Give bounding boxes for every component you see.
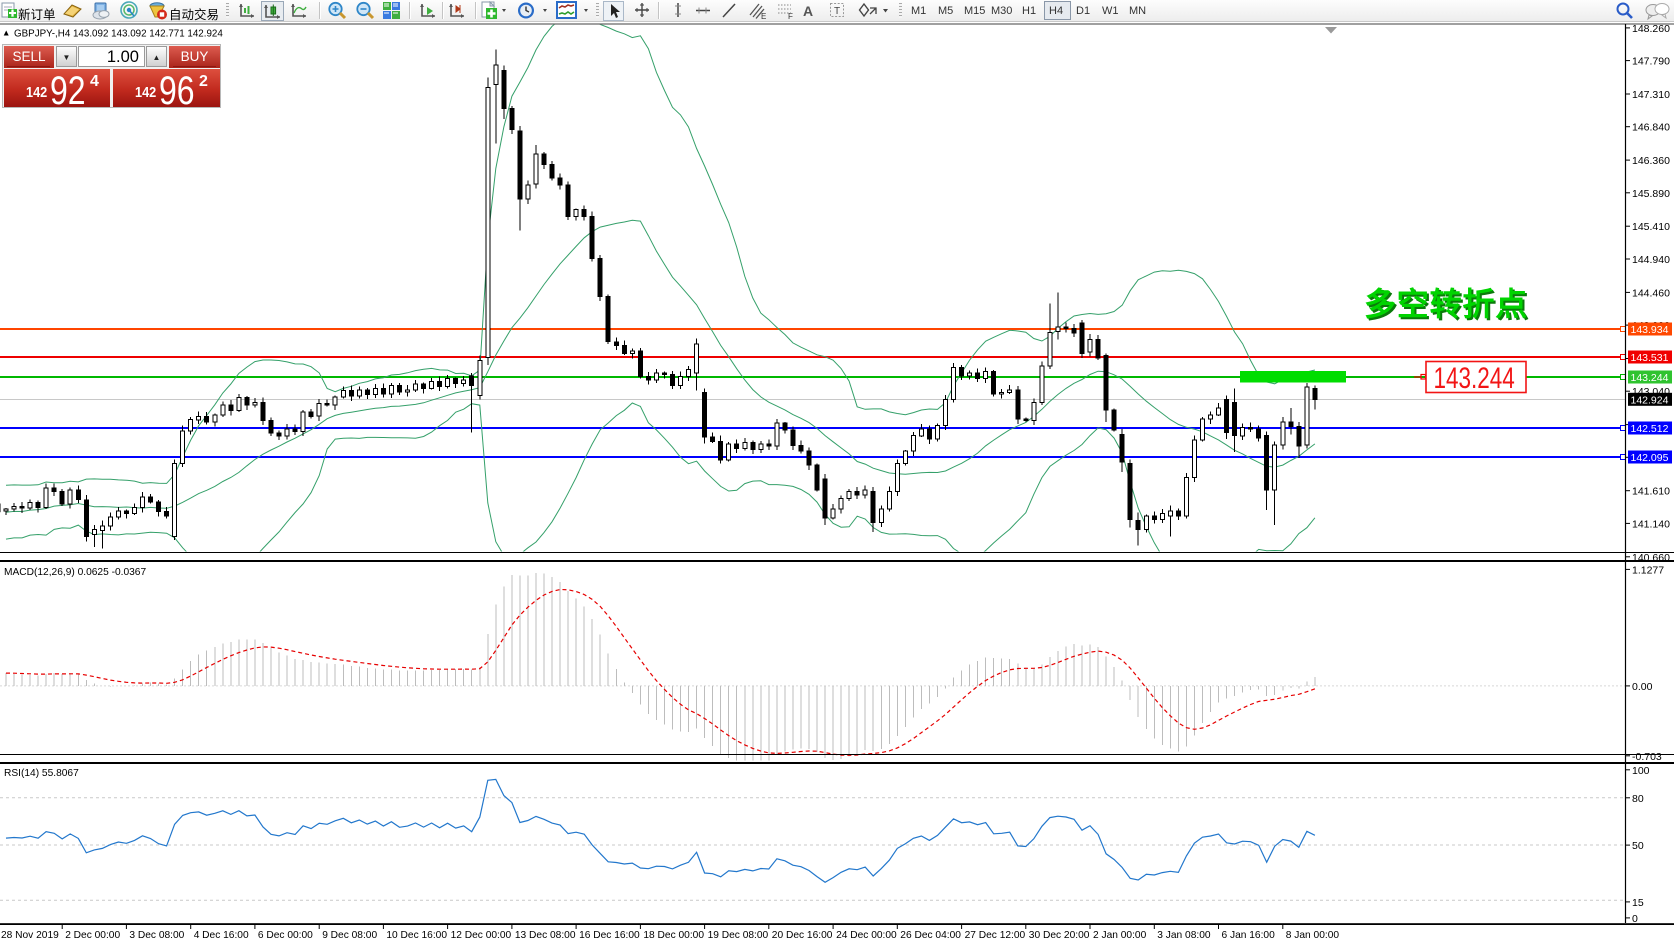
svg-text:30 Dec 20:00: 30 Dec 20:00 bbox=[1029, 930, 1090, 941]
svg-text:145.410: 145.410 bbox=[1632, 221, 1670, 233]
svg-text:2 Jan 00:00: 2 Jan 00:00 bbox=[1093, 930, 1147, 941]
svg-text:20 Dec 16:00: 20 Dec 16:00 bbox=[772, 930, 833, 941]
svg-text:50: 50 bbox=[1632, 840, 1644, 852]
svg-text:13 Dec 08:00: 13 Dec 08:00 bbox=[515, 930, 576, 941]
svg-text:F: F bbox=[788, 12, 793, 20]
svg-text:3 Dec 08:00: 3 Dec 08:00 bbox=[129, 930, 184, 941]
svg-text:T: T bbox=[834, 6, 840, 17]
svg-text:142.512: 142.512 bbox=[1631, 423, 1669, 435]
svg-text:143.244: 143.244 bbox=[1434, 361, 1515, 395]
svg-text:26 Dec 04:00: 26 Dec 04:00 bbox=[900, 930, 961, 941]
svg-text:145.890: 145.890 bbox=[1632, 188, 1670, 200]
svg-text:140.660: 140.660 bbox=[1632, 552, 1670, 564]
svg-text:143.244: 143.244 bbox=[1631, 372, 1669, 384]
svg-text:100: 100 bbox=[1632, 765, 1650, 777]
svg-text:144.940: 144.940 bbox=[1632, 254, 1670, 266]
svg-text:6 Dec 00:00: 6 Dec 00:00 bbox=[258, 930, 313, 941]
svg-text:15: 15 bbox=[1632, 897, 1644, 909]
svg-text:0.00: 0.00 bbox=[1632, 681, 1653, 693]
svg-text:8 Jan 00:00: 8 Jan 00:00 bbox=[1286, 930, 1340, 941]
svg-text:147.310: 147.310 bbox=[1632, 89, 1670, 101]
svg-text:146.360: 146.360 bbox=[1632, 155, 1670, 167]
svg-text:19 Dec 08:00: 19 Dec 08:00 bbox=[708, 930, 769, 941]
svg-text:10 Dec 16:00: 10 Dec 16:00 bbox=[386, 930, 447, 941]
svg-text:E: E bbox=[761, 12, 766, 20]
svg-text:144.460: 144.460 bbox=[1632, 287, 1670, 299]
svg-text:27 Dec 12:00: 27 Dec 12:00 bbox=[965, 930, 1026, 941]
svg-text:RSI(14) 55.8067: RSI(14) 55.8067 bbox=[4, 768, 79, 779]
svg-text:141.610: 141.610 bbox=[1632, 486, 1670, 498]
svg-text:18 Dec 00:00: 18 Dec 00:00 bbox=[643, 930, 704, 941]
svg-text:142.924: 142.924 bbox=[1631, 394, 1669, 406]
svg-text:12 Dec 00:00: 12 Dec 00:00 bbox=[451, 930, 512, 941]
svg-text:▲: ▲ bbox=[2, 28, 10, 38]
svg-text:1.1277: 1.1277 bbox=[1632, 564, 1664, 576]
svg-text:143.934: 143.934 bbox=[1631, 324, 1669, 336]
svg-text:24 Dec 00:00: 24 Dec 00:00 bbox=[836, 930, 897, 941]
svg-text:GBPJPY-,H4 143.092 143.092 14: GBPJPY-,H4 143.092 143.092 142.771 142.9… bbox=[14, 29, 223, 40]
svg-text:4 Dec 16:00: 4 Dec 16:00 bbox=[194, 930, 249, 941]
svg-text:143.531: 143.531 bbox=[1631, 352, 1669, 364]
svg-text:148.260: 148.260 bbox=[1632, 23, 1670, 35]
svg-text:MACD(12,26,9) 0.0625 -0.0367: MACD(12,26,9) 0.0625 -0.0367 bbox=[4, 567, 146, 578]
svg-text:141.140: 141.140 bbox=[1632, 518, 1670, 530]
svg-text:28 Nov 2019: 28 Nov 2019 bbox=[1, 930, 59, 941]
svg-text:多空转折点: 多空转折点 bbox=[1364, 286, 1528, 322]
svg-text:3 Jan 08:00: 3 Jan 08:00 bbox=[1157, 930, 1211, 941]
svg-text:80: 80 bbox=[1632, 793, 1644, 805]
svg-text:2 Dec 00:00: 2 Dec 00:00 bbox=[65, 930, 120, 941]
svg-text:6 Jan 16:00: 6 Jan 16:00 bbox=[1222, 930, 1276, 941]
svg-text:142.095: 142.095 bbox=[1631, 452, 1669, 464]
svg-text:146.840: 146.840 bbox=[1632, 122, 1670, 134]
svg-text:16 Dec 16:00: 16 Dec 16:00 bbox=[579, 930, 640, 941]
svg-text:-0.703: -0.703 bbox=[1632, 751, 1662, 763]
svg-text:147.790: 147.790 bbox=[1632, 56, 1670, 68]
svg-text:0: 0 bbox=[1632, 913, 1638, 925]
svg-text:9 Dec 08:00: 9 Dec 08:00 bbox=[322, 930, 377, 941]
svg-text:多空转折点: 多空转折点 bbox=[1366, 288, 1530, 324]
